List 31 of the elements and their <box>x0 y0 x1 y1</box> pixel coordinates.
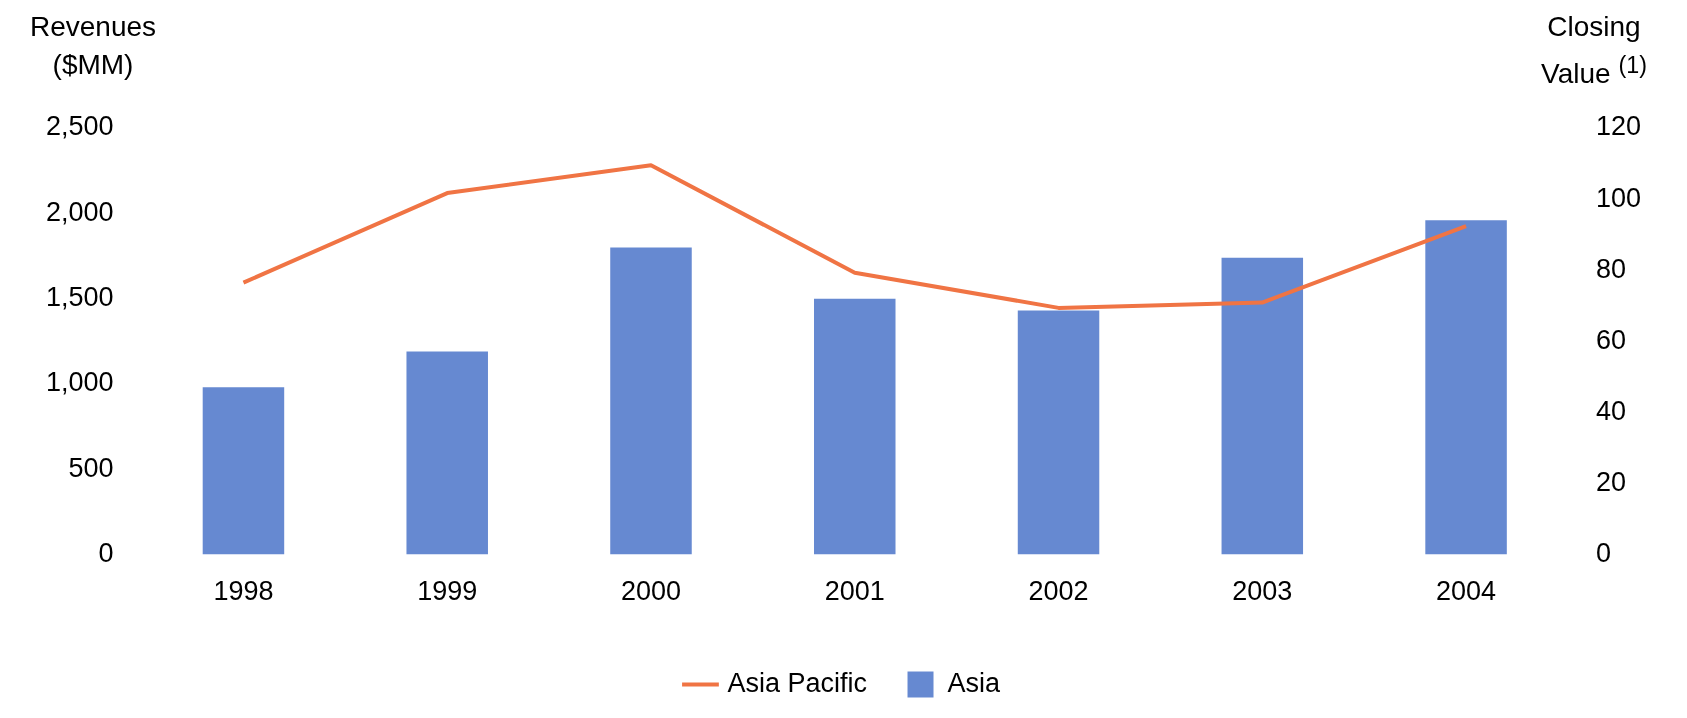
y2-axis-title: Closing Value $^{(1)}$ <box>1540 10 1648 92</box>
bar <box>1017 310 1100 555</box>
legend-label: Asia Pacific <box>727 667 868 698</box>
x-tick-label: 2004 <box>1436 576 1497 607</box>
y2-tick-label: 20 <box>1595 466 1626 497</box>
x-tick-label: 2001 <box>824 576 885 607</box>
y-tick-label: 1,500 <box>45 282 114 313</box>
legend-label: Asia <box>947 667 1002 698</box>
y-axis-title: Revenues ($MM) <box>28 10 158 82</box>
y2-tick-label: 0 <box>1595 538 1611 569</box>
y2-tick-label: 60 <box>1595 324 1626 355</box>
bar <box>1425 220 1507 555</box>
bar <box>202 387 285 555</box>
bar <box>814 298 896 555</box>
y-tick-label: 2,000 <box>45 196 114 227</box>
y2-tick-label: 100 <box>1595 182 1642 213</box>
y-tick-label: 2,500 <box>45 111 114 142</box>
y2-tick-label: 40 <box>1595 395 1626 426</box>
bar <box>610 247 692 555</box>
x-tick-label: 2003 <box>1232 576 1293 607</box>
y2-tick-label: 120 <box>1595 111 1642 142</box>
y2-tick-label: 80 <box>1595 253 1626 284</box>
x-tick-label: 1999 <box>417 576 478 607</box>
x-tick-label: 2000 <box>620 576 682 607</box>
y-tick-label: 0 <box>98 538 114 569</box>
x-tick-label: 1998 <box>213 576 274 607</box>
y-tick-label: 1,000 <box>45 367 114 398</box>
y-tick-label: 500 <box>68 452 114 483</box>
bar <box>1221 257 1304 555</box>
bar <box>406 351 488 555</box>
x-tick-label: 2002 <box>1028 576 1089 607</box>
